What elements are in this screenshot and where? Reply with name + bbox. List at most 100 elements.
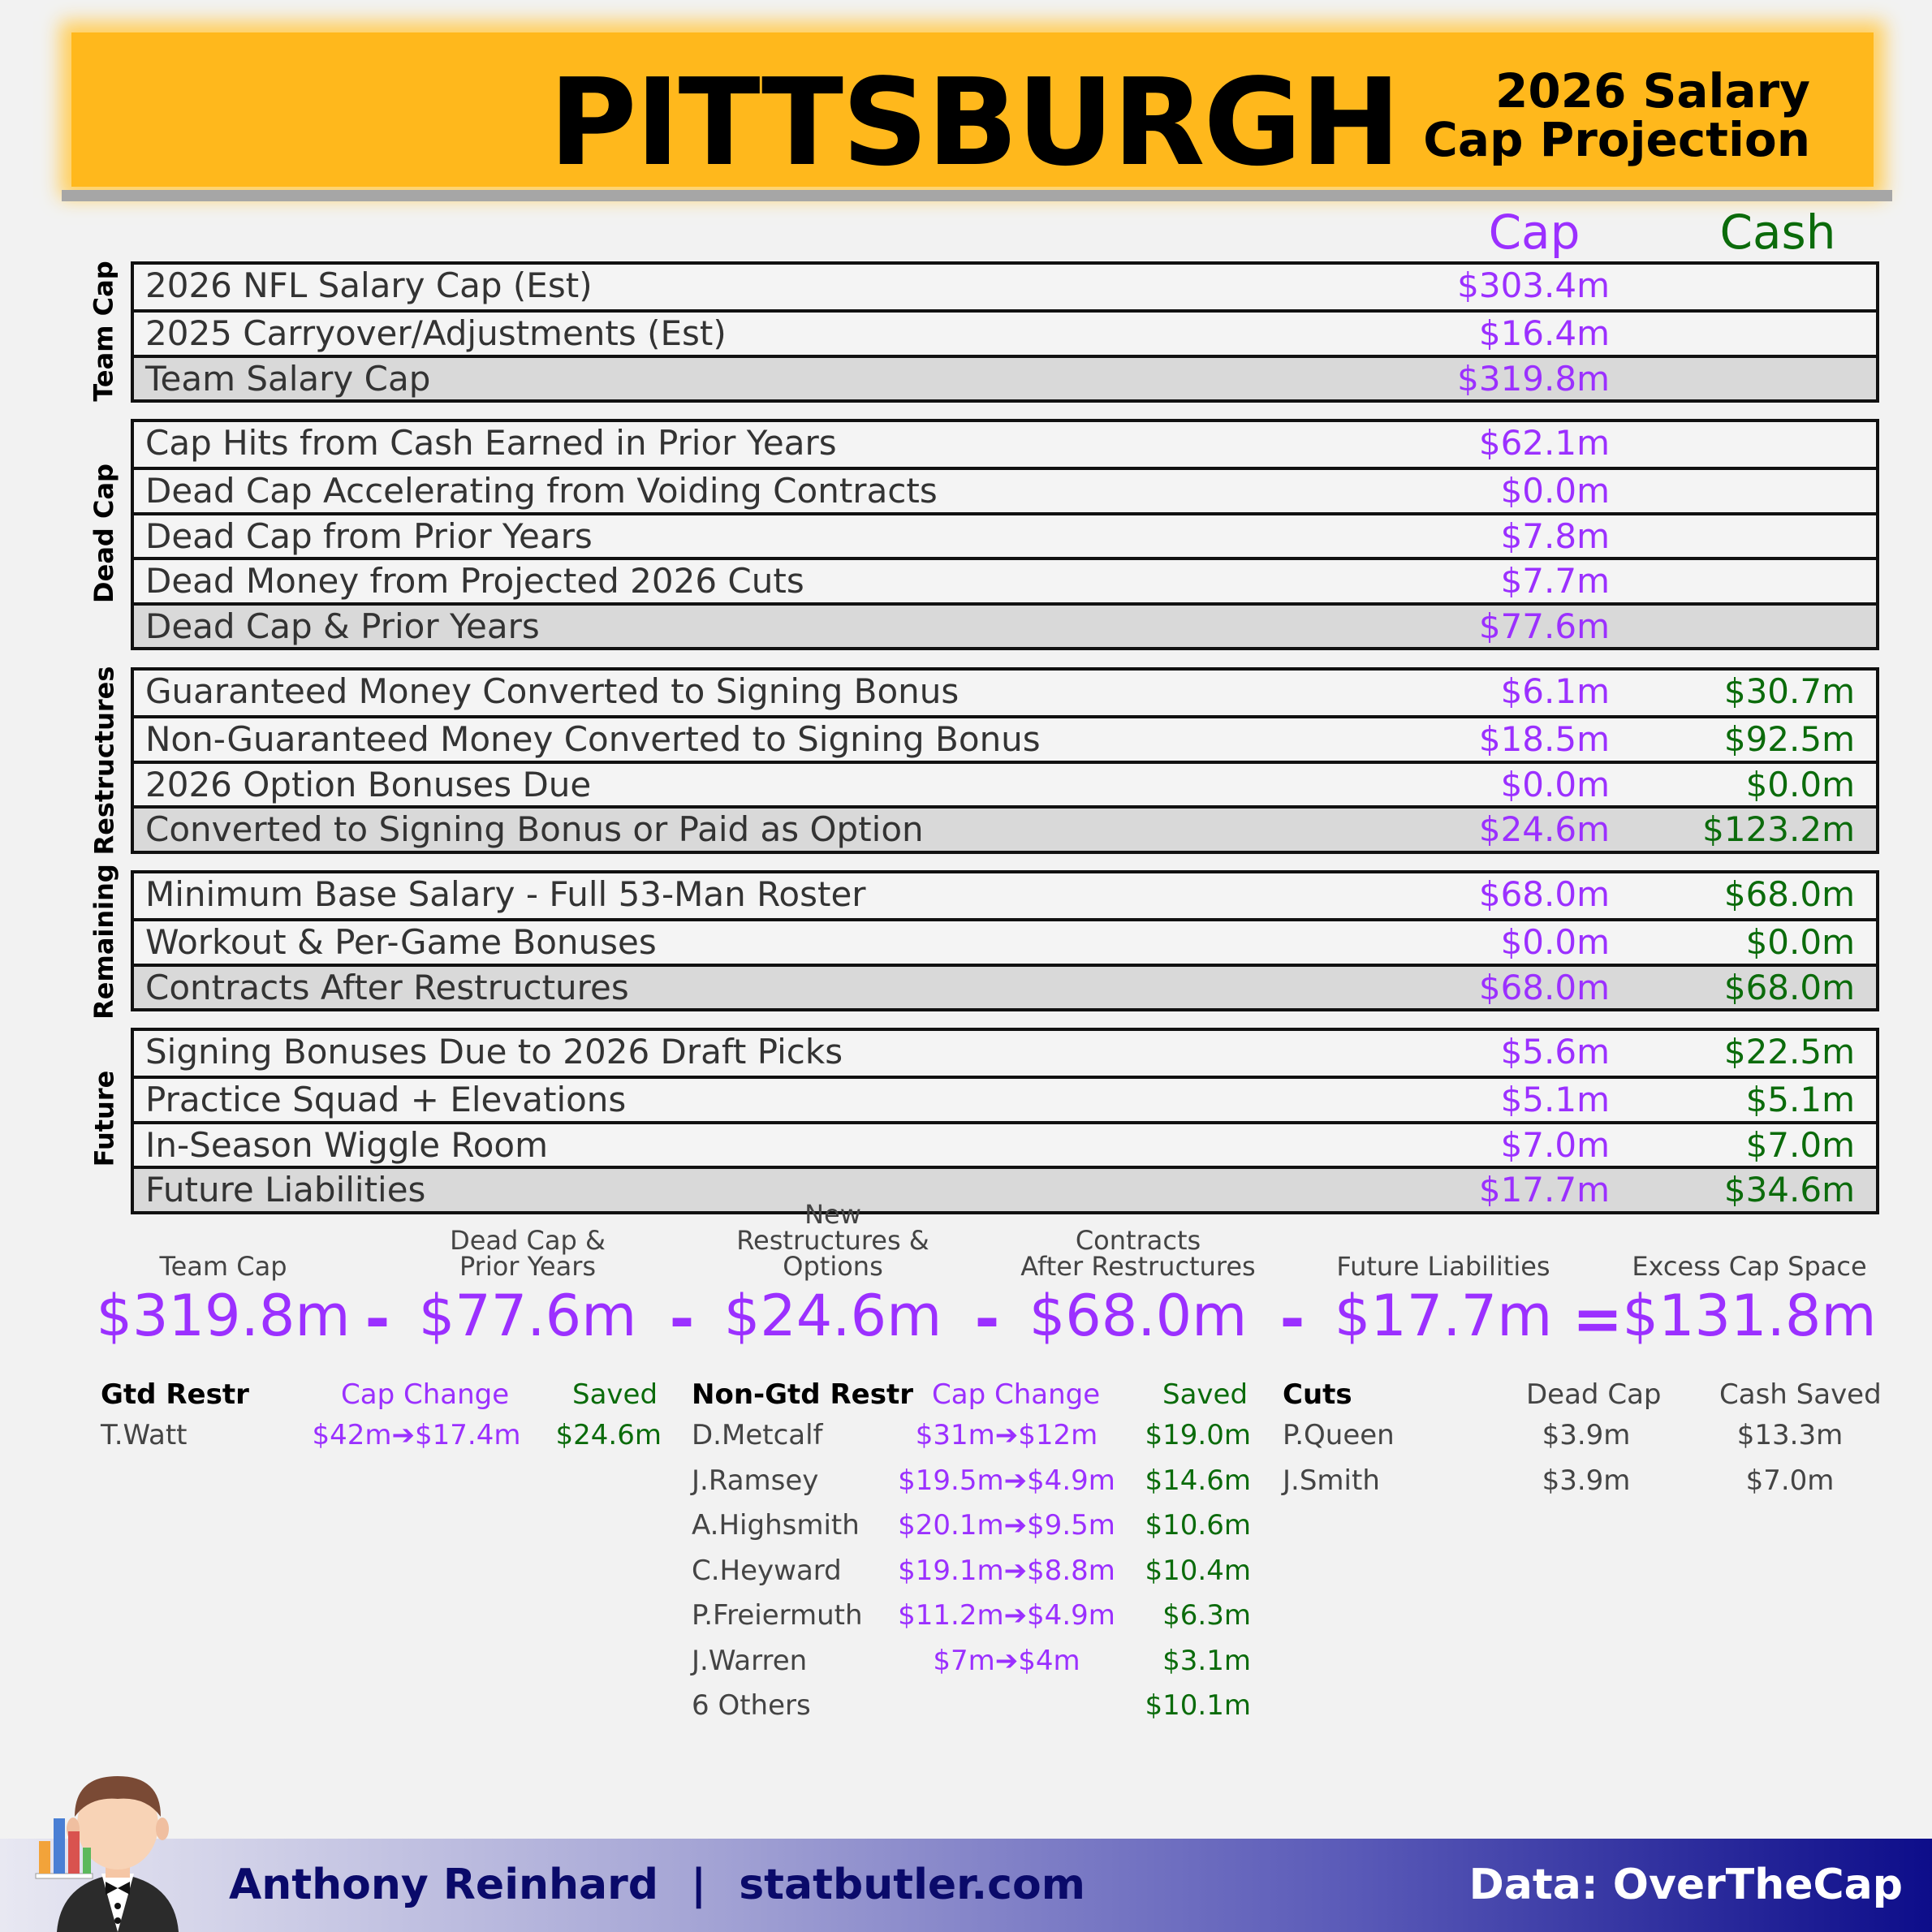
- cap-value: $5.1m: [1500, 1080, 1610, 1120]
- equation-term-label-line-2: After Restructures: [1020, 1251, 1256, 1282]
- equation-term-label-line-2: Future Liabilities: [1336, 1251, 1550, 1282]
- equation-term-label-line-2: Prior Years: [459, 1251, 597, 1282]
- cap-saved: $6.3m: [1162, 1599, 1251, 1632]
- cap-change: $20.1m➔$9.5m: [898, 1509, 1115, 1542]
- cash-saved: $13.3m: [1736, 1419, 1844, 1451]
- cap-change: $42m➔$17.4m: [312, 1419, 521, 1451]
- row-label: Contracts After Restructures: [145, 967, 629, 1007]
- row-label: 2026 NFL Salary Cap (Est): [145, 265, 593, 305]
- cap-value: $18.5m: [1478, 719, 1610, 760]
- player-name: T.Watt: [101, 1419, 188, 1451]
- table-row: Signing Bonuses Due to 2026 Draft Picks $…: [134, 1031, 1876, 1076]
- table-row: 2026 Option Bonuses Due $0.0m $0.0m: [134, 760, 1876, 805]
- section-side-label-text: Restructures: [88, 666, 120, 856]
- equation-term-label: Excess Cap Space: [1619, 1226, 1879, 1279]
- player-name: C.Heyward: [692, 1554, 842, 1587]
- cap-value: $62.1m: [1478, 423, 1610, 463]
- cap-value: $303.4m: [1457, 265, 1610, 305]
- cap-value: $17.7m: [1478, 1170, 1610, 1210]
- section-total-row: Team Salary Cap $319.8m: [134, 354, 1876, 400]
- row-label: Minimum Base Salary - Full 53-Man Roster: [145, 874, 866, 914]
- equation-term: Contracts After Restructures $68.0m: [1008, 1226, 1268, 1352]
- cap-value: $5.6m: [1500, 1032, 1610, 1072]
- equation-term-label: Contracts After Restructures: [1008, 1226, 1268, 1279]
- minus-sign: -: [364, 1284, 390, 1354]
- nongtd-cap-change-header: Cap Change: [932, 1378, 1101, 1411]
- row-label: Guaranteed Money Converted to Signing Bo…: [145, 671, 960, 711]
- section-remaining: Minimum Base Salary - Full 53-Man Roster…: [131, 870, 1879, 1012]
- equation-term-value: $131.8m: [1622, 1283, 1877, 1349]
- equation-term-value: $77.6m: [418, 1283, 637, 1349]
- table-row: Workout & Per-Game Bonuses $0.0m $0.0m: [134, 918, 1876, 963]
- section-total-row: Contracts After Restructures $68.0m $68.0m: [134, 963, 1876, 1009]
- row-label: Workout & Per-Game Bonuses: [145, 922, 657, 963]
- cap-column-header: Cap: [1488, 205, 1581, 260]
- cap-saved: $3.1m: [1162, 1644, 1251, 1677]
- row-label: 2026 Option Bonuses Due: [145, 764, 592, 804]
- row-label: Signing Bonuses Due to 2026 Draft Picks: [145, 1032, 843, 1072]
- row-label: Non-Guaranteed Money Converted to Signin…: [145, 719, 1041, 760]
- table-row: Guaranteed Money Converted to Signing Bo…: [134, 671, 1876, 715]
- cap-saved: $24.6m: [555, 1419, 662, 1451]
- row-label: In-Season Wiggle Room: [145, 1124, 549, 1165]
- footer-credit: Anthony Reinhard | statbutler.com: [229, 1839, 1085, 1932]
- equation-term-label-line-1: New: [804, 1199, 861, 1230]
- cash-value: $34.6m: [1723, 1170, 1855, 1210]
- row-label: Future Liabilities: [145, 1170, 426, 1210]
- table-row: Practice Squad + Elevations $5.1m $5.1m: [134, 1076, 1876, 1120]
- table-row: Dead Cap Accelerating from Voiding Contr…: [134, 467, 1876, 511]
- equation-term: Excess Cap Space $131.8m: [1619, 1226, 1879, 1352]
- cash-value: $0.0m: [1745, 922, 1855, 963]
- cap-value: $0.0m: [1500, 764, 1610, 804]
- cash-value: $123.2m: [1702, 809, 1855, 850]
- footer-bar: [0, 1839, 1932, 1932]
- section-team-cap: 2026 NFL Salary Cap (Est) $303.4m 2025 Car…: [131, 261, 1879, 403]
- equals-sign: =: [1572, 1284, 1623, 1354]
- gtd-cap-change-header: Cap Change: [341, 1378, 510, 1411]
- cap-value: $16.4m: [1478, 313, 1610, 354]
- section-side-label: Remaining: [80, 864, 128, 1020]
- section-total-row: Dead Cap & Prior Years $77.6m: [134, 602, 1876, 647]
- cuts-dead-cap-header: Dead Cap: [1526, 1378, 1662, 1411]
- section-total-row: Future Liabilities $17.7m $34.6m: [134, 1166, 1876, 1211]
- equation-term: Future Liabilities $17.7m: [1313, 1226, 1573, 1352]
- cap-change: $7m➔$4m: [933, 1644, 1080, 1677]
- title-banner: [71, 32, 1874, 187]
- cap-value: $7.7m: [1500, 561, 1610, 602]
- data-source: Data: OverTheCap: [1468, 1861, 1903, 1909]
- equation-term: Dead Cap & Prior Years $77.6m: [398, 1226, 658, 1352]
- minus-sign: -: [669, 1284, 695, 1354]
- dead-cap: $3.9m: [1542, 1419, 1631, 1451]
- cap-value: $6.1m: [1500, 671, 1610, 711]
- cap-change: $31m➔$12m: [915, 1419, 1098, 1451]
- player-name: J.Warren: [692, 1644, 808, 1677]
- site-link[interactable]: statbutler.com: [739, 1861, 1085, 1909]
- player-name: D.Metcalf: [692, 1419, 823, 1451]
- equation-term-label-line-1: Dead Cap &: [450, 1225, 606, 1256]
- section-side-label: Dead Cap: [80, 419, 128, 648]
- row-label: Dead Cap Accelerating from Voiding Contr…: [145, 471, 938, 511]
- table-row: Minimum Base Salary - Full 53-Man Roster…: [134, 873, 1876, 918]
- player-name: 6 Others: [692, 1689, 811, 1722]
- minus-sign: -: [974, 1284, 1000, 1354]
- cuts-title: Cuts: [1283, 1378, 1352, 1411]
- section-side-label: Future: [80, 1028, 128, 1210]
- table-row: 2025 Carryover/Adjustments (Est) $16.4m: [134, 309, 1876, 354]
- cash-value: $22.5m: [1723, 1032, 1855, 1072]
- section-future: Signing Bonuses Due to 2026 Draft Picks $…: [131, 1028, 1879, 1214]
- cap-value: $77.6m: [1478, 606, 1610, 646]
- subtitle-line-2: Cap Projection: [1423, 112, 1810, 167]
- footer-separator: |: [691, 1861, 707, 1909]
- row-label: Team Salary Cap: [145, 358, 431, 399]
- banner-divider: [62, 190, 1892, 201]
- cap-value: $7.8m: [1500, 515, 1610, 556]
- cap-value: $7.0m: [1500, 1124, 1610, 1165]
- table-row: Cap Hits from Cash Earned in Prior Years…: [134, 422, 1876, 467]
- cap-change: $19.1m➔$8.8m: [898, 1554, 1115, 1587]
- minus-sign: -: [1279, 1284, 1305, 1354]
- section-total-row: Converted to Signing Bonus or Paid as Op…: [134, 805, 1876, 851]
- cash-value: $68.0m: [1723, 874, 1855, 914]
- cap-change: $19.5m➔$4.9m: [898, 1464, 1115, 1497]
- equation-term-value: $68.0m: [1029, 1283, 1248, 1349]
- row-label: Converted to Signing Bonus or Paid as Op…: [145, 809, 924, 850]
